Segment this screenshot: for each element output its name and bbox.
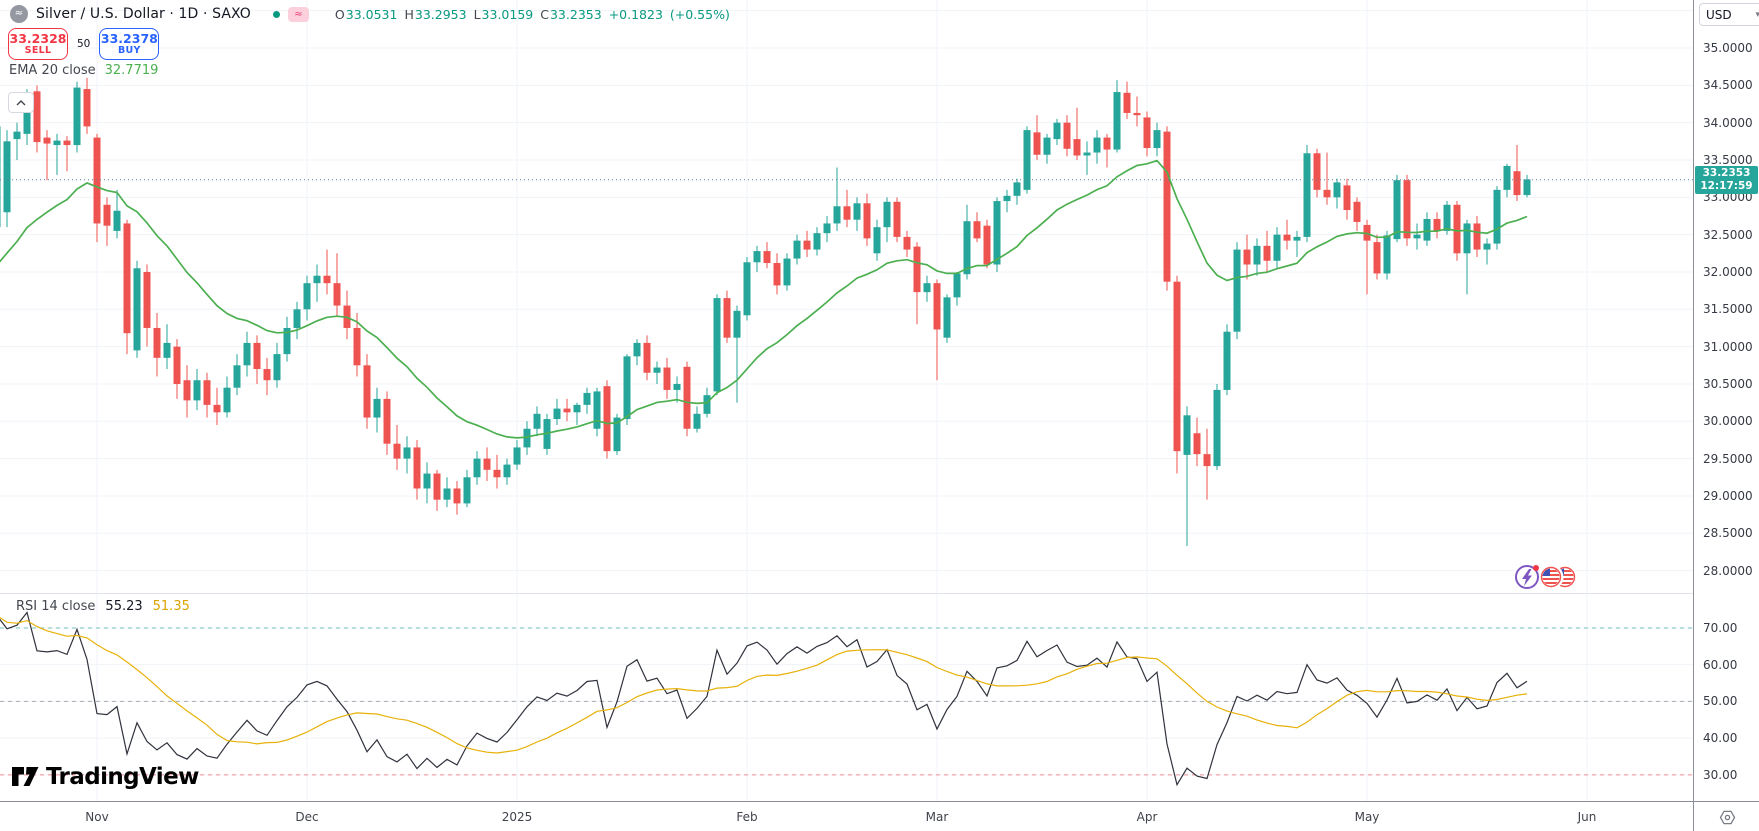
data-delay-icon[interactable]: ≈ — [287, 6, 309, 22]
currency-dropdown[interactable]: USD ▾ — [1699, 3, 1759, 26]
order-panel: 33.2328 SELL 50 33.2378 BUY — [8, 28, 160, 60]
month-label: Nov — [85, 810, 109, 824]
ema-legend[interactable]: EMA 20 close 32.7719 — [9, 63, 158, 78]
price-tick-label: 28.0000 — [1703, 563, 1753, 578]
price-tick-label: 35.0000 — [1703, 41, 1753, 55]
sell-price: 33.2328 — [9, 30, 67, 46]
price-tick-label: 34.0000 — [1703, 115, 1753, 130]
rsi-line — [0, 611, 1528, 787]
economic-event-icons[interactable] — [1515, 564, 1578, 590]
sell-button[interactable]: 33.2328 SELL — [8, 28, 68, 60]
axis-settings-corner[interactable] — [1693, 802, 1759, 831]
currency-label: USD — [1706, 7, 1732, 22]
legend-collapse-button[interactable] — [8, 92, 34, 113]
rsi-tick-label: 30.00 — [1703, 767, 1738, 782]
rsi-legend-title: RSI 14 close — [16, 599, 96, 614]
last-price-badge: 33.2353 12:17:59 — [1695, 166, 1758, 194]
buy-price: 33.2378 — [100, 30, 158, 46]
buy-label: BUY — [118, 44, 141, 56]
symbol-title: Silver / U.S. Dollar · 1D · SAXO — [36, 6, 251, 22]
rsi-tick-label: 50.00 — [1703, 694, 1738, 709]
ema-legend-title: EMA 20 close — [9, 63, 96, 78]
low-label: L — [473, 6, 481, 22]
price-tick-label: 31.5000 — [1703, 302, 1753, 317]
month-label: May — [1354, 810, 1380, 824]
ema-legend-value: 32.7719 — [104, 63, 159, 78]
chevron-up-icon — [16, 99, 26, 105]
month-label: Feb — [736, 810, 758, 824]
chevron-down-icon: ▾ — [1755, 9, 1759, 20]
price-tick-label: 32.5000 — [1703, 227, 1753, 242]
price-axis[interactable]: USD ▾ 33.2353 12:17:59 35.0000 34.5000 34.… — [1693, 0, 1759, 801]
price-tick-label: 34.5000 — [1703, 78, 1753, 93]
price-tick-label: 31.0000 — [1703, 339, 1753, 354]
month-label: 2025 — [501, 810, 533, 824]
tradingview-watermark-text: TradingView — [46, 764, 199, 790]
tradingview-watermark[interactable]: TradingView — [12, 764, 199, 790]
sell-label: SELL — [24, 44, 52, 56]
low-value: 33.0159 — [481, 6, 534, 22]
high-label: H — [404, 6, 414, 22]
ema-line — [0, 159, 1528, 439]
price-tick-label: 32.0000 — [1703, 265, 1753, 279]
rsi-legend-value: 55.23 — [105, 599, 143, 614]
month-label: Mar — [925, 810, 949, 824]
silver-commodity-icon: ≈ — [10, 5, 28, 23]
price-tick-label: 30.0000 — [1703, 414, 1753, 429]
change-percent: (+0.55%) — [669, 6, 730, 22]
time-axis[interactable]: Nov Dec 2025 Feb Mar Apr May Jun — [0, 801, 1759, 831]
market-open-dot-icon — [272, 10, 280, 18]
spread-value: 50 — [77, 38, 91, 50]
price-tick-label: 30.5000 — [1703, 377, 1753, 391]
rsi-legend[interactable]: RSI 14 close 55.23 51.35 — [16, 599, 190, 614]
chart-plot-area[interactable] — [0, 0, 1693, 801]
price-tick-label: 28.5000 — [1703, 526, 1753, 541]
high-value: 33.2953 — [414, 6, 467, 22]
tradingview-logo-icon — [12, 767, 39, 786]
price-tick-label: 33.5000 — [1703, 153, 1753, 167]
lightning-event-icon — [1515, 565, 1539, 589]
ohlc-values: O 33.0531 H 33.2953 L 33.0159 C 33.2353 +0.1… — [335, 7, 730, 22]
gear-icon — [1719, 810, 1735, 824]
last-price-value: 33.2353 — [1702, 166, 1751, 179]
close-value: 33.2353 — [549, 6, 602, 22]
rsi-tick-label: 70.00 — [1703, 621, 1738, 635]
us-flag-icon — [1540, 566, 1562, 588]
open-label: O — [334, 6, 345, 22]
month-label: Apr — [1136, 810, 1158, 824]
rsi-ma-value: 51.35 — [152, 599, 190, 614]
close-label: C — [540, 6, 549, 22]
rsi-tick-label: 60.00 — [1703, 657, 1738, 672]
open-value: 33.0531 — [345, 6, 398, 22]
month-label: Dec — [295, 810, 319, 824]
change-value: +0.1823 — [608, 6, 663, 22]
month-label: Jun — [1577, 810, 1597, 824]
symbol-legend[interactable]: ≈ Silver / U.S. Dollar · 1D · SAXO ≈ O 33… — [10, 5, 730, 23]
chart-svg — [0, 0, 1693, 801]
price-tick-label: 29.0000 — [1703, 488, 1753, 503]
bar-countdown: 12:17:59 — [1700, 180, 1753, 192]
rsi-tick-label: 40.00 — [1703, 731, 1738, 746]
rsi-ma-line — [0, 616, 1528, 754]
buy-button[interactable]: 33.2378 BUY — [99, 28, 160, 60]
price-tick-label: 29.5000 — [1703, 451, 1753, 466]
